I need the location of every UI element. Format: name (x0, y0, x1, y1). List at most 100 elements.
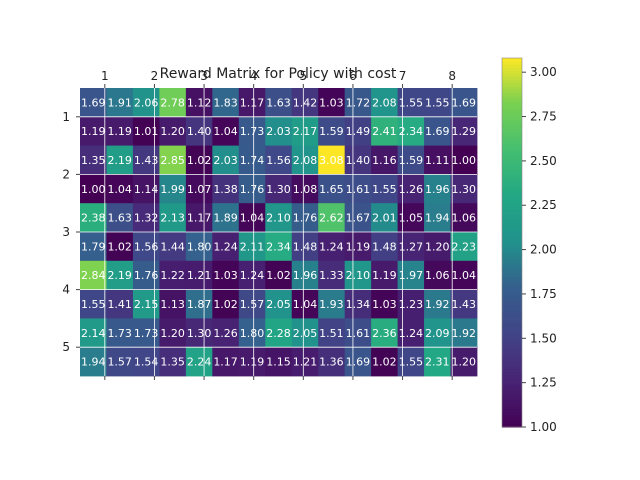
colorbar-segment (502, 387, 522, 391)
cell-value-label: 1.20 (160, 125, 185, 138)
heatmap-cell (238, 203, 266, 233)
colorbar-segment (502, 220, 522, 225)
heatmap-cell (318, 318, 346, 348)
cell-value-label: 2.14 (81, 327, 106, 340)
cell-value-label: 1.02 (372, 356, 397, 369)
colorbar-segment (502, 285, 522, 290)
heatmap-cell (265, 88, 293, 118)
colorbar-tick-label: 1.25 (530, 376, 557, 390)
cell-value-label: 2.03 (213, 154, 238, 167)
heatmap-cell (397, 318, 425, 348)
cell-value-label: 2.08 (293, 154, 318, 167)
cell-value-label: 2.17 (293, 125, 318, 138)
x-tick-label: 3 (200, 69, 208, 83)
cell-value-label: 1.63 (107, 212, 132, 225)
cell-value-label: 1.16 (372, 154, 397, 167)
heatmap-cell (185, 145, 213, 175)
colorbar-segment (502, 390, 522, 394)
colorbar-segment (502, 350, 522, 354)
colorbar-segment (502, 67, 522, 71)
colorbar-segment (502, 297, 522, 302)
heatmap-cell (106, 174, 134, 204)
heatmap-cell (265, 174, 293, 204)
cell-value-label: 1.76 (240, 183, 265, 196)
heatmap-cell (291, 347, 319, 377)
colorbar-segment (502, 128, 522, 133)
heatmap-cell (159, 88, 187, 118)
heatmap-cell (80, 318, 107, 348)
heatmap-cell (80, 88, 107, 118)
colorbar-segment (502, 383, 522, 388)
axis-ticks: 1 2 3 4 5 6 7 8 1 2 3 4 5 (62, 69, 456, 380)
colorbar-segment (502, 153, 522, 157)
colorbar-segment (502, 184, 522, 188)
colorbar-segment (502, 125, 522, 130)
colorbar-segment (502, 193, 522, 197)
heatmap-cell (291, 174, 319, 204)
cell-value-label: 1.57 (107, 356, 132, 369)
colorbar-tick-label: 2.75 (530, 110, 557, 124)
heatmap-cell (291, 318, 319, 348)
colorbar-segment (502, 380, 522, 385)
heatmap-cell (397, 174, 425, 204)
cell-value-label: 1.03 (319, 96, 344, 109)
cell-value-label: 1.76 (134, 269, 159, 282)
heatmap-cell (265, 260, 293, 290)
heatmap-cell (185, 116, 213, 146)
y-tick-label: 1 (62, 110, 70, 124)
colorbar-tick-label: 2.00 (530, 243, 557, 257)
heatmap-cell (318, 116, 346, 146)
x-tick-label: 5 (299, 69, 307, 83)
cell-value-label: 2.13 (160, 212, 185, 225)
cell-value-label: 1.49 (346, 125, 371, 138)
cell-value-label: 1.21 (187, 269, 212, 282)
heatmap-cell (450, 203, 478, 233)
colorbar-segment (502, 368, 522, 373)
heatmap-cell (424, 203, 451, 233)
colorbar-segment (502, 331, 522, 336)
cell-value-label: 2.62 (319, 212, 344, 225)
heatmap-cell (159, 347, 187, 377)
colorbar-segment (502, 417, 522, 422)
cell-value-label: 1.55 (425, 96, 450, 109)
cell-value-label: 1.96 (293, 269, 318, 282)
cell-value-label: 2.36 (372, 327, 397, 340)
x-tick-label: 8 (448, 69, 456, 83)
cell-value-label: 1.02 (213, 298, 238, 311)
heatmap-cell (424, 260, 451, 290)
colorbar-segment (502, 353, 522, 357)
heatmap-cell (265, 347, 293, 377)
colorbar-segment (502, 165, 522, 170)
cell-value-label: 1.35 (160, 356, 185, 369)
heatmap-cell (318, 260, 346, 290)
heatmap-cell (450, 145, 478, 175)
heatmap-cell (318, 347, 346, 377)
colorbar-segment (502, 288, 522, 293)
cell-value-label: 1.59 (399, 154, 424, 167)
cell-value-label: 1.55 (81, 298, 106, 311)
cell-value-label: 1.74 (240, 154, 265, 167)
heatmap-cell (80, 145, 107, 175)
heatmap-cell (397, 347, 425, 377)
heatmap-cell (80, 260, 107, 290)
cell-value-label: 1.89 (213, 212, 238, 225)
heatmap-cell (291, 88, 319, 118)
cell-value-label: 1.38 (213, 183, 238, 196)
colorbar-segment (502, 239, 522, 244)
colorbar-segment (502, 79, 522, 84)
heatmap-cell (106, 232, 134, 262)
heatmap-cell (318, 203, 346, 233)
colorbar-segment (502, 270, 522, 274)
y-tick-label: 2 (62, 167, 70, 181)
colorbar-segment (502, 85, 522, 90)
colorbar-segment (502, 196, 522, 201)
heatmap-cell (397, 145, 425, 175)
x-tick-label: 1 (101, 69, 109, 83)
heatmap-cell (159, 203, 187, 233)
cell-value-label: 1.83 (213, 96, 238, 109)
cell-value-label: 1.97 (399, 269, 424, 282)
heatmap-cell (159, 260, 187, 290)
colorbar-segment (502, 205, 522, 210)
cell-value-label: 1.41 (107, 298, 132, 311)
colorbar-segment (502, 294, 522, 299)
